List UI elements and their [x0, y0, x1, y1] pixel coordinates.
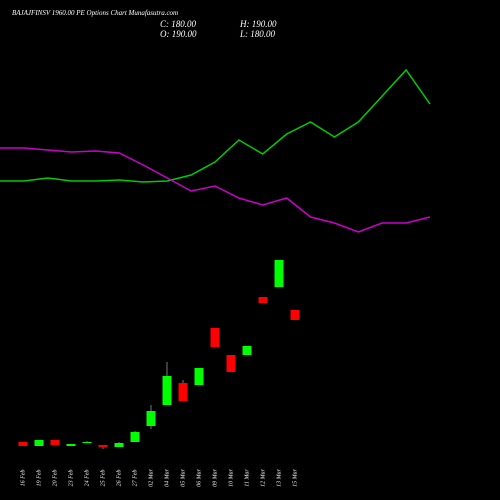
x-tick-label: 26 Feb: [116, 470, 122, 487]
x-tick-label: 10 Mar: [228, 468, 234, 486]
candle-body: [210, 328, 220, 347]
x-tick-label: 09 Mar: [212, 468, 218, 486]
x-tick-label: 19 Feb: [36, 470, 42, 487]
indicator-line: [0, 147, 431, 233]
x-tick-label: 15 Mar: [292, 468, 298, 486]
x-tick-label: 20 Feb: [52, 470, 58, 487]
x-tick-label: 24 Feb: [83, 470, 90, 487]
indicator-line: [0, 68, 431, 183]
candle-body: [178, 383, 188, 401]
candle-body: [18, 442, 28, 446]
x-tick-label: 23 Feb: [68, 470, 74, 487]
candle-body: [130, 432, 140, 442]
x-tick-label: 02 Mar: [148, 468, 154, 486]
x-tick-label: 16 Feb: [20, 470, 26, 487]
candle-body: [66, 444, 76, 446]
candle-body: [114, 443, 124, 447]
chart-title: BAJAJFINSV 1960.00 PE Options Chart Muna…: [12, 9, 178, 17]
high-label: H: 190.00: [239, 19, 277, 29]
candle-body: [34, 440, 44, 446]
close-label: C: 180.00: [160, 19, 197, 29]
candle-body: [146, 411, 156, 426]
candle-body: [98, 445, 108, 447]
candle-body: [274, 260, 284, 287]
candle-body: [162, 376, 172, 405]
x-tick-label: 11 Mar: [244, 469, 250, 487]
candle-body: [290, 310, 300, 320]
x-tick-label: 06 Mar: [196, 468, 202, 486]
x-tick-label: 05 Mar: [180, 468, 186, 486]
candle-body: [258, 297, 268, 303]
x-tick-label: 25 Feb: [100, 470, 106, 487]
candle-body: [82, 442, 92, 443]
open-label: O: 190.00: [160, 29, 197, 39]
x-tick-label: 13 Mar: [276, 468, 282, 486]
x-tick-label: 04 Mar: [163, 468, 170, 486]
candle-body: [50, 440, 60, 445]
x-tick-label: 27 Feb: [132, 470, 138, 487]
candle-body: [194, 368, 204, 385]
x-tick-label: 12 Mar: [260, 468, 266, 486]
candle-body: [226, 355, 236, 372]
candle-body: [242, 346, 252, 355]
low-label: L: 180.00: [239, 29, 276, 39]
